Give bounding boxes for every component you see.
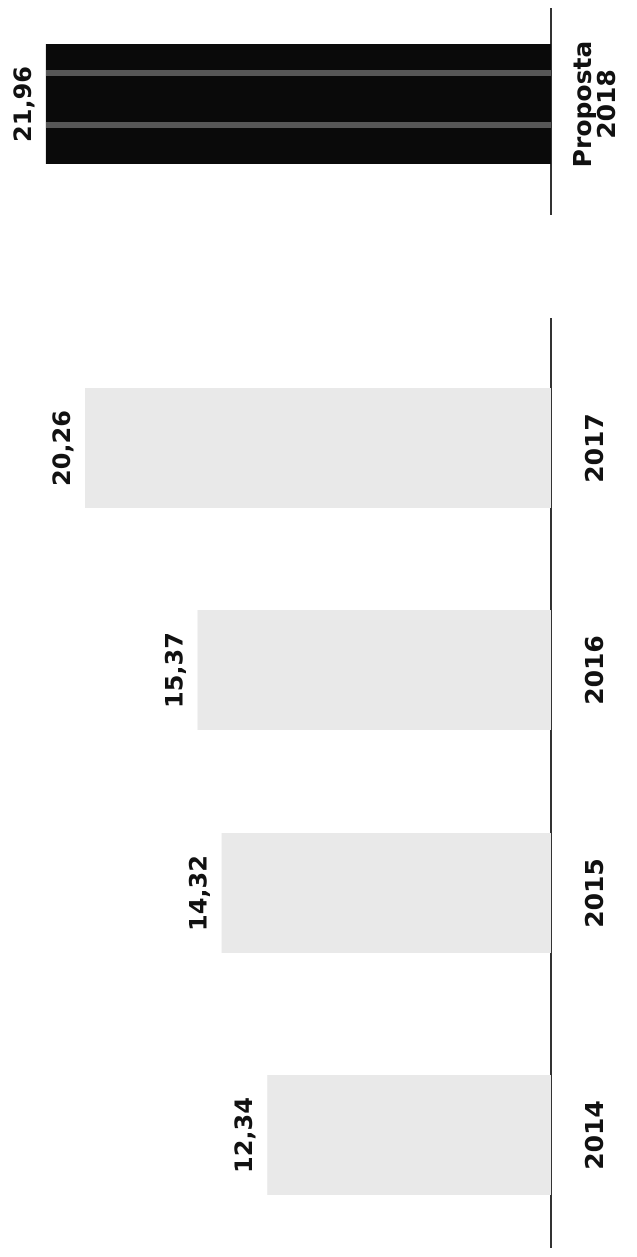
value-label: 21,96 (9, 66, 37, 142)
category-label: 2015 (580, 858, 609, 928)
bar-proposta-2018 (45, 44, 552, 164)
value-label: 20,26 (48, 410, 76, 486)
category-label: 2016 (580, 635, 609, 705)
category-label: 2017 (580, 413, 609, 483)
bar-2014 (267, 1075, 551, 1195)
category-label: Proposta (568, 41, 597, 168)
bar-highlight-stripe-2 (45, 122, 552, 128)
bar-2016 (197, 610, 551, 730)
value-label: 15,37 (160, 632, 188, 708)
bar-2017 (85, 388, 551, 508)
value-label: 12,34 (230, 1097, 258, 1173)
value-label: 14,32 (185, 855, 213, 931)
category-label: 2014 (580, 1100, 609, 1170)
bar-2015 (221, 833, 551, 953)
category-label: 2018 (592, 69, 621, 139)
bar-highlight-stripe-1 (45, 70, 552, 76)
